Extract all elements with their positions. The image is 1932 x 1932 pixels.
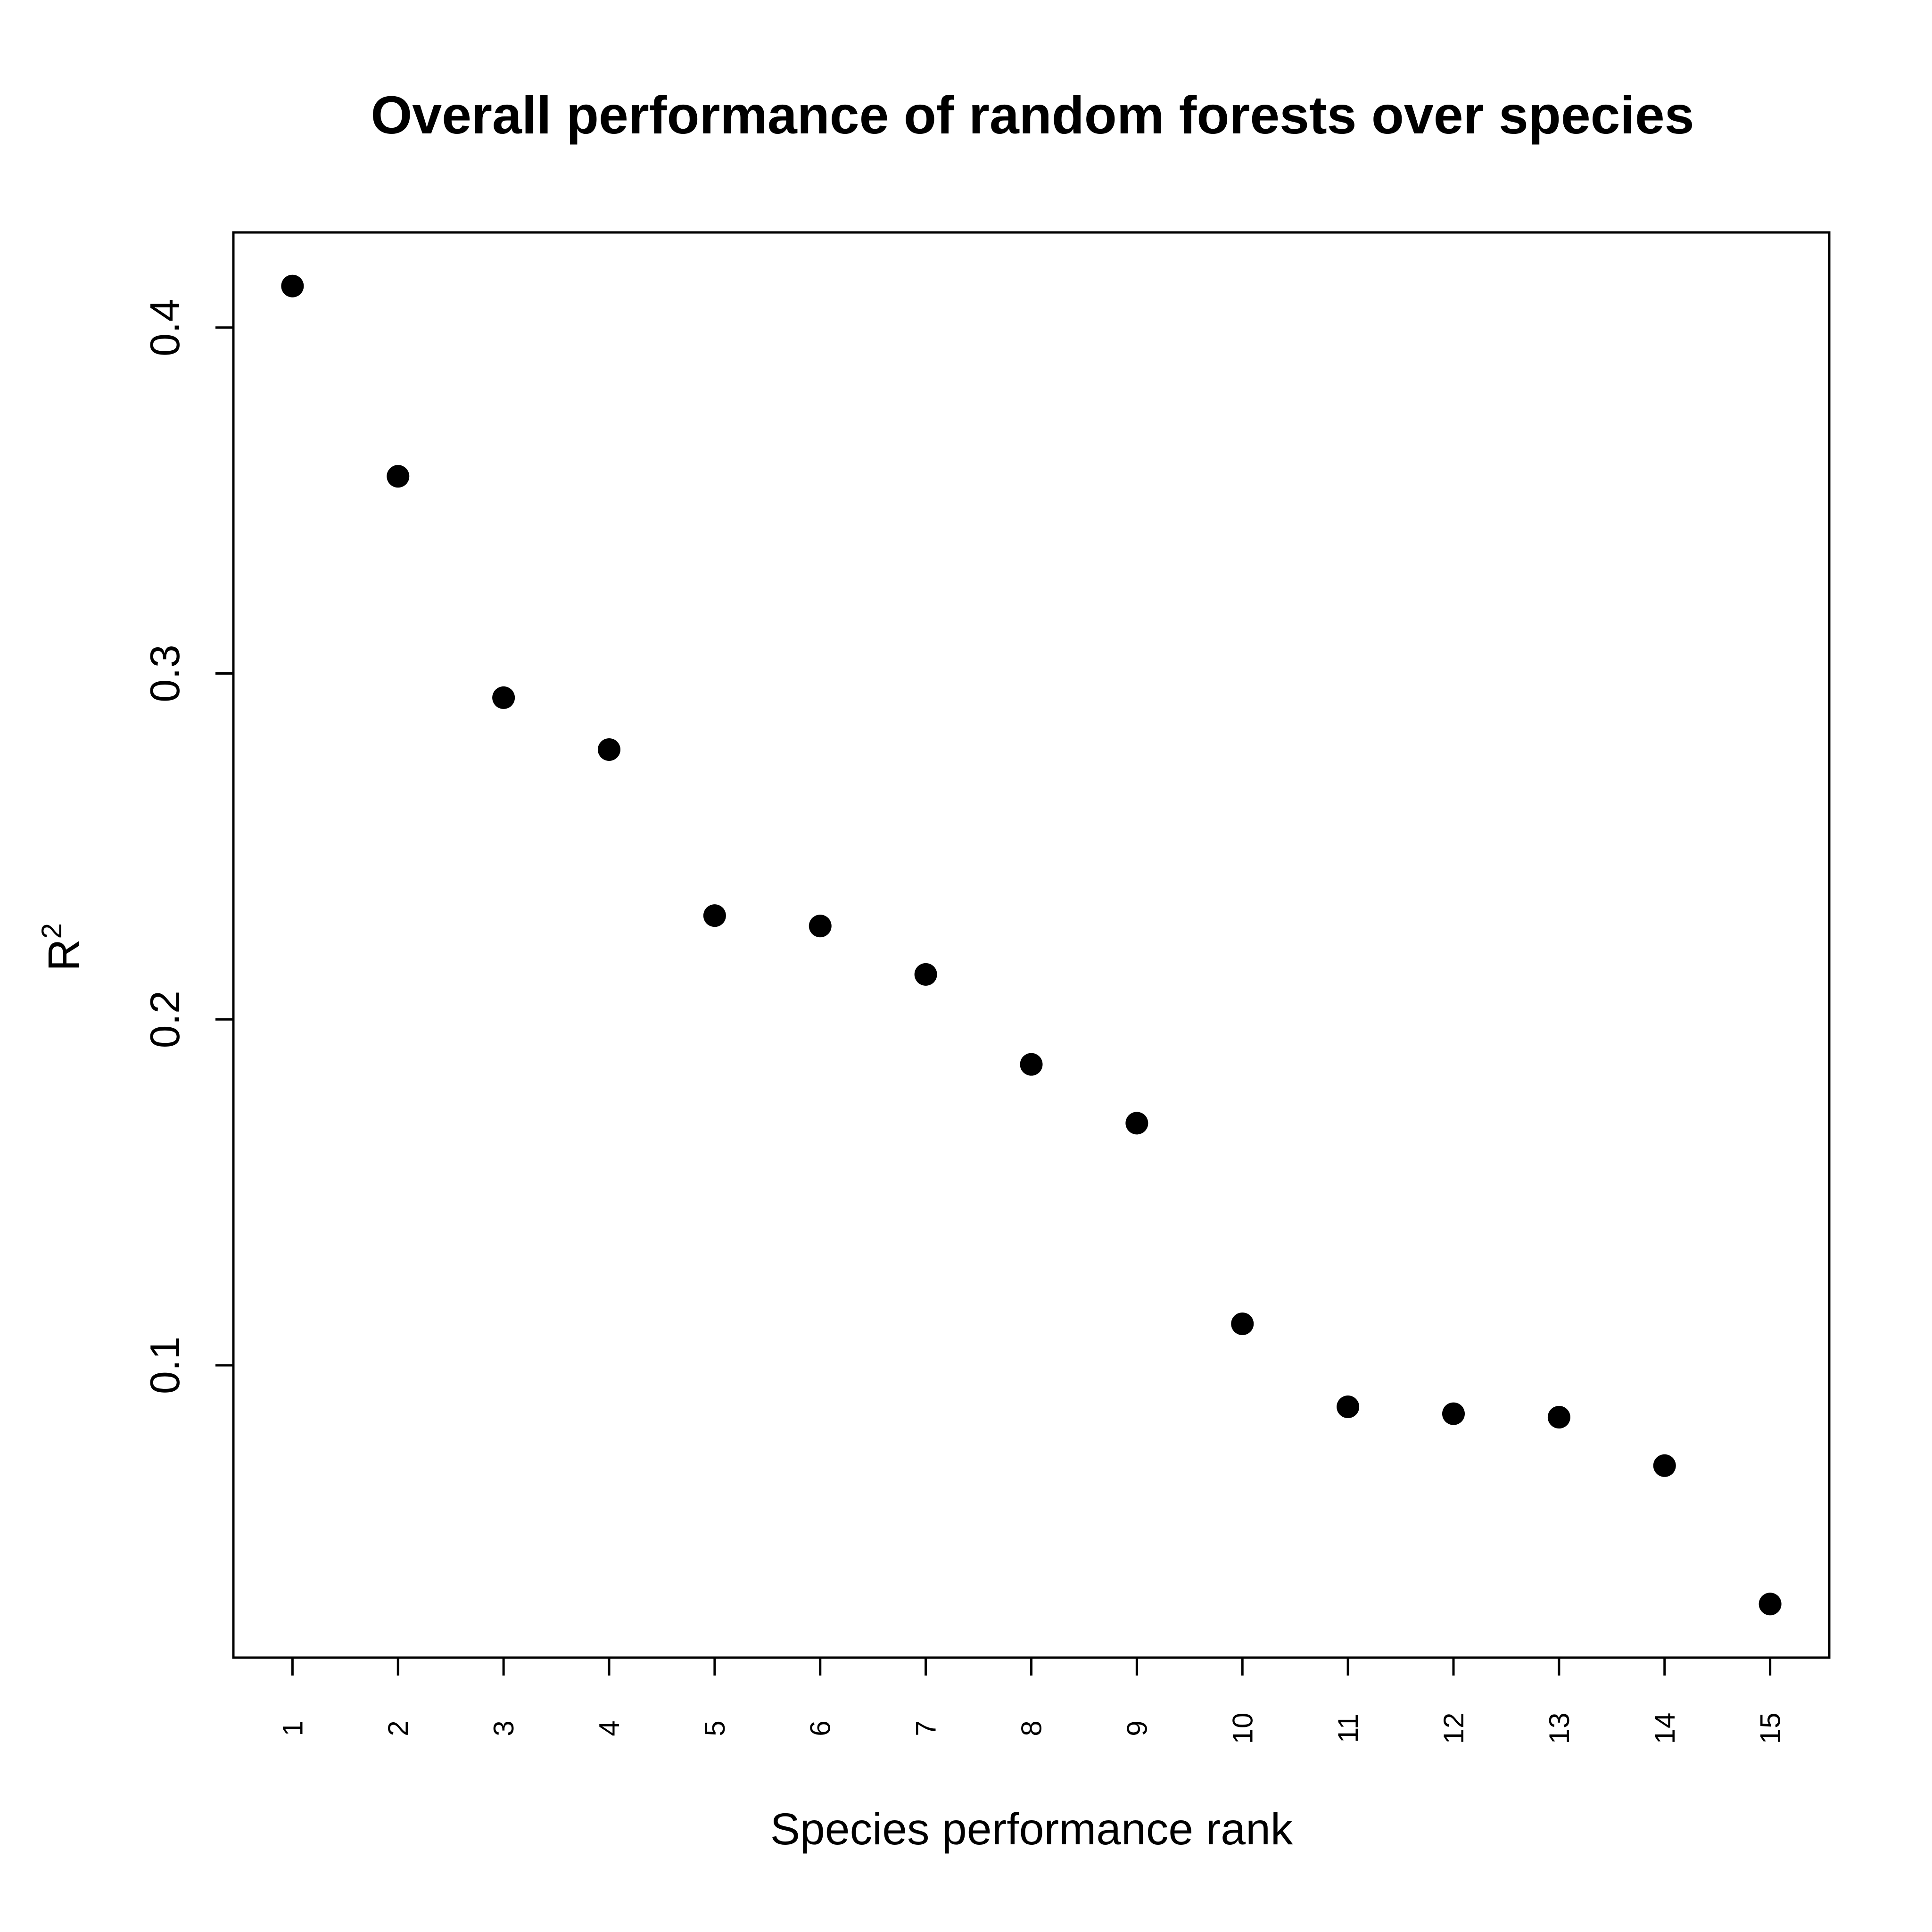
y-axis-label: R2 [36,923,89,971]
data-point [1653,1454,1676,1477]
x-tick-label: 15 [1755,1713,1786,1744]
data-point [1125,1112,1148,1135]
data-point [492,686,515,709]
x-tick-label: 14 [1649,1713,1681,1744]
x-tick-label: 3 [488,1720,520,1736]
data-point [914,963,937,986]
x-tick-label: 4 [594,1720,625,1736]
x-tick-label: 9 [1121,1720,1153,1736]
data-point [1759,1593,1782,1616]
y-tick-label: 0.2 [141,991,188,1048]
x-tick-label: 11 [1332,1714,1364,1743]
x-tick-label: 10 [1227,1713,1258,1744]
data-point [1337,1395,1360,1419]
x-tick-label: 13 [1544,1713,1575,1744]
x-tick-label: 6 [805,1720,836,1736]
data-point [809,915,832,938]
x-tick-label: 8 [1016,1720,1048,1736]
y-axis-label-superscript: 2 [36,923,67,939]
y-axis-label-base: R [39,939,89,971]
data-point [1442,1402,1465,1425]
data-point [597,738,620,761]
x-tick-label: 5 [699,1720,731,1736]
data-points [281,274,1782,1616]
x-axis-label: Species performance rank [770,1804,1293,1854]
y-axis: 0.1 0.2 0.3 0.4 [141,299,235,1394]
data-point [1020,1053,1043,1076]
y-tick-label: 0.3 [141,644,188,702]
data-point [1231,1312,1254,1335]
y-tick-label: 0.4 [141,299,188,356]
data-point [703,904,726,927]
data-point [387,465,410,488]
y-tick-label: 0.1 [141,1337,188,1394]
data-point [1547,1406,1570,1429]
data-point [281,274,304,297]
x-tick-label: 12 [1438,1713,1470,1744]
x-tick-label: 7 [910,1720,942,1736]
x-axis: 1 2 3 4 5 6 7 8 9 10 11 12 13 14 15 [277,1656,1786,1744]
x-tick-label: 1 [277,1720,308,1736]
x-tick-label: 2 [382,1720,414,1736]
chart-title: Overall performance of random forests ov… [371,85,1694,145]
